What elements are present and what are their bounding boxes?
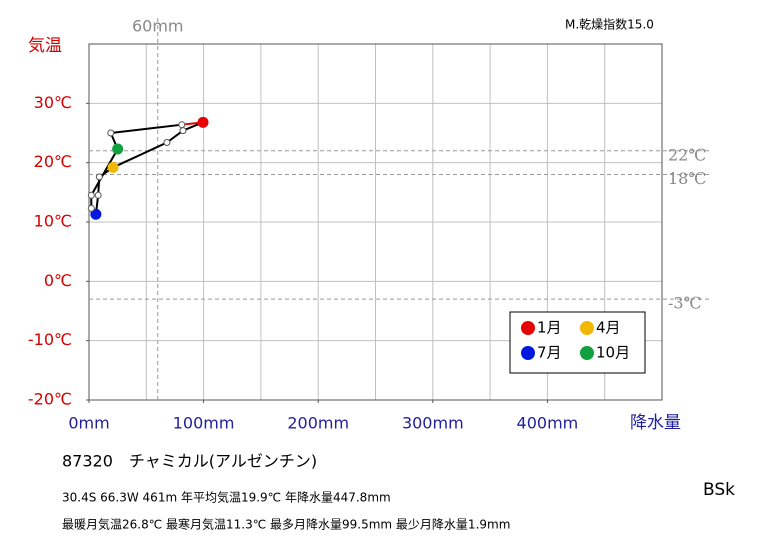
month-point — [197, 116, 209, 128]
climate-class: BSk — [703, 480, 735, 500]
month-point — [107, 129, 115, 137]
x-tick-label: 400mm — [517, 414, 579, 433]
station-name: 87320 チャミカル(アルゼンチン) — [62, 452, 317, 471]
reference-label-y: 22℃ — [668, 145, 706, 164]
month-point — [179, 127, 187, 135]
y-tick-label: 20℃ — [34, 152, 72, 171]
y-tick-label: 0℃ — [44, 271, 72, 290]
legend-label: 4月 — [596, 319, 621, 337]
legend-label: 10月 — [596, 344, 630, 362]
reference-label-y: -3℃ — [668, 294, 701, 313]
reference-label-y: 18℃ — [668, 169, 706, 188]
legend-label: 1月 — [537, 319, 562, 337]
marks — [87, 116, 209, 220]
legend-marker — [580, 346, 594, 360]
y-axis-label: 気温 — [28, 36, 62, 56]
grid: 0mm 100mm 200mm 300mm 400mm -20℃ -10℃ 0℃ 10℃ 20℃ 3… — [28, 17, 712, 433]
reference-label-x: 60mm — [132, 17, 184, 36]
legend-label: 7月 — [537, 344, 562, 362]
station-extremes: 最暖月気温26.8℃ 最寒月気温11.3℃ 最多月降水量99.5mm 最少月降水… — [62, 517, 510, 532]
month-point — [163, 138, 171, 146]
legend-marker — [580, 321, 594, 335]
x-tick-label: 300mm — [402, 414, 464, 433]
legend: 1月 4月 7月 10月 — [521, 319, 630, 362]
month-point — [107, 161, 119, 173]
x-tick-label: 100mm — [173, 414, 235, 433]
month-point — [87, 191, 95, 199]
month-point — [112, 143, 124, 155]
legend-marker — [521, 321, 535, 335]
y-tick-label: 30℃ — [34, 93, 72, 112]
legend-marker — [521, 346, 535, 360]
month-point — [90, 208, 102, 220]
x-axis-label: 降水量 — [630, 413, 681, 433]
month-point — [94, 191, 102, 199]
month-point — [178, 121, 186, 129]
month-point — [95, 173, 103, 181]
month-point — [87, 204, 95, 212]
legend-box — [509, 311, 646, 374]
x-tick-label: 200mm — [287, 414, 349, 433]
y-tick-label: -20℃ — [28, 390, 72, 409]
station-info: 30.4S 66.3W 461m 年平均気温19.9℃ 年降水量447.8mm — [62, 490, 391, 505]
y-tick-label: -10℃ — [28, 330, 72, 349]
x-tick-label: 0mm — [68, 414, 109, 433]
dryness-index: M.乾燥指数15.0 — [565, 17, 654, 32]
y-tick-label: 10℃ — [34, 212, 72, 231]
